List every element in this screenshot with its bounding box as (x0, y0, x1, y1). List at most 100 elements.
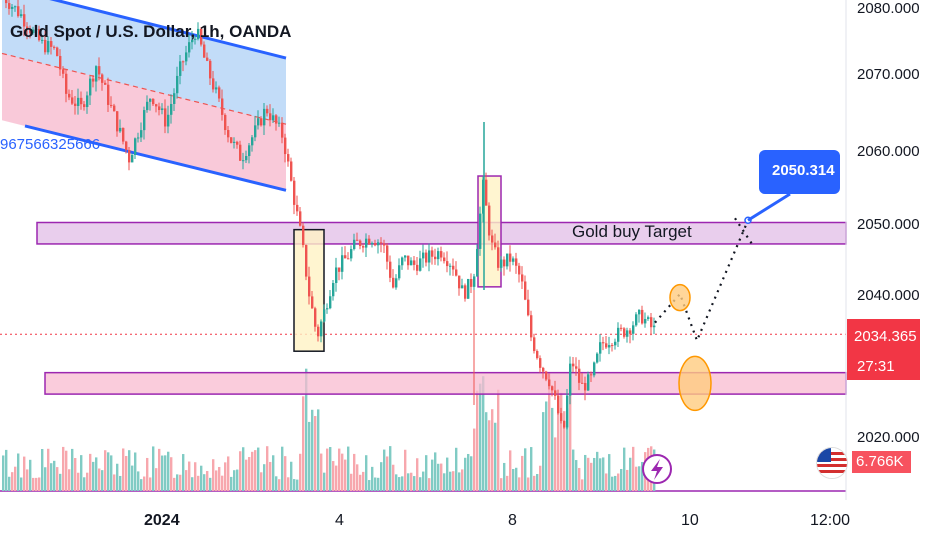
price-tick-label: 2070.000 (857, 66, 920, 83)
volume-bar (296, 479, 299, 491)
volume-bar (173, 477, 176, 491)
volume-bar (269, 461, 272, 491)
candle-body (545, 371, 548, 380)
volume-bars (2, 368, 656, 491)
target-callout[interactable]: 2050.314 (759, 150, 840, 194)
volume-bar (359, 474, 362, 491)
candle-body (104, 82, 107, 85)
volume-bar (317, 409, 320, 491)
candle-body (26, 26, 29, 30)
candle-body (332, 282, 335, 297)
candle-body (293, 180, 296, 205)
volume-bar (620, 468, 623, 491)
volume-bar (563, 411, 566, 491)
candle-body (557, 395, 560, 414)
candle-body (650, 317, 653, 328)
volume-bar (506, 475, 509, 491)
candle-body (14, 6, 17, 8)
candle-body (554, 390, 557, 396)
price-tick-label: 2040.000 (857, 287, 920, 304)
volume-bar (212, 459, 215, 491)
candle-body (290, 161, 293, 181)
candle-body (476, 248, 479, 277)
volume-bar (200, 465, 203, 491)
volume-bar (470, 456, 473, 491)
candle-body (356, 239, 359, 241)
price-tick-label: 2080.000 (857, 0, 920, 17)
volume-bar (110, 455, 113, 491)
candle-body (209, 60, 212, 79)
candle-body (512, 258, 515, 262)
candle-body (128, 149, 131, 163)
candle-body (281, 122, 284, 138)
us-flag-icon[interactable] (816, 447, 848, 479)
candle-body (68, 93, 71, 98)
volume-bar (536, 474, 539, 491)
candle-body (41, 39, 44, 41)
volume-bar (38, 477, 41, 491)
volume-bar (398, 477, 401, 491)
candle-body (428, 250, 431, 263)
candle-body (581, 382, 584, 384)
candle-body (560, 413, 563, 422)
time-tick-label: 10 (681, 512, 699, 529)
volume-bar (320, 453, 323, 491)
candle-body (161, 108, 164, 111)
candle-body (53, 46, 56, 48)
volume-bar (314, 416, 317, 491)
volume-bar (590, 462, 593, 491)
candle-body (197, 28, 200, 39)
volume-bar (236, 469, 239, 491)
candle-body (620, 327, 623, 329)
volume-bar (332, 461, 335, 491)
candle-body (464, 285, 467, 299)
candle-body (311, 296, 314, 309)
price-zones (36, 221, 847, 395)
candle-body (59, 55, 62, 70)
volume-bar (299, 453, 302, 491)
candle-body (443, 257, 446, 262)
candle-body (98, 66, 101, 75)
volume-bar (335, 465, 338, 491)
volume-bar (464, 457, 467, 491)
volume-bar (527, 477, 530, 491)
volume-bar (122, 448, 125, 491)
candle-body (62, 69, 65, 74)
candle-body (254, 125, 257, 138)
volume-bar (170, 457, 173, 491)
candle-body (518, 265, 521, 275)
volume-bar (518, 477, 521, 491)
volume-bar (425, 455, 428, 491)
candle-body (452, 265, 455, 270)
volume-bar (128, 450, 131, 491)
volume-bar (434, 452, 437, 491)
candle-body (425, 252, 428, 263)
volume-bar (473, 428, 476, 491)
candle-body (536, 351, 539, 359)
volume-bar (197, 475, 200, 491)
candle-body (497, 247, 500, 268)
indicator-value: 967566325666 (0, 136, 101, 153)
zone-label: Gold buy Target (572, 222, 692, 241)
candle-body (155, 104, 158, 107)
volume-bar (479, 383, 482, 491)
volume-bar (65, 450, 68, 491)
volume-bar (263, 464, 266, 491)
volume-bar (164, 455, 167, 491)
candle-body (287, 154, 290, 162)
candle-body (83, 104, 86, 108)
volume-bar (149, 477, 152, 491)
pivot-marker (669, 283, 691, 312)
candle-body (326, 308, 329, 310)
volume-bar (476, 390, 479, 491)
candle-body (392, 277, 395, 288)
volume-bar (188, 461, 191, 491)
volume-bar (5, 449, 8, 491)
volume-bar (77, 472, 80, 491)
volume-bar (74, 458, 77, 491)
candle-body (329, 296, 332, 309)
candle-body (563, 421, 566, 428)
candle-body (20, 14, 23, 17)
candle-body (92, 78, 95, 82)
